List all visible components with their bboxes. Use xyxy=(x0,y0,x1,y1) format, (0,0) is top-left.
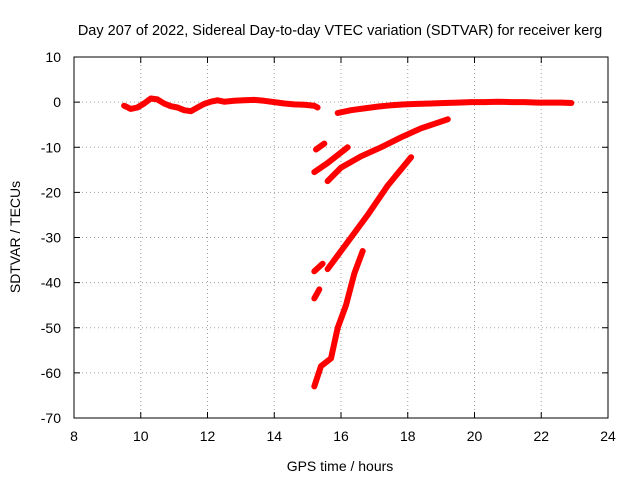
chart-title: Day 207 of 2022, Sidereal Day-to-day VTE… xyxy=(78,23,602,39)
series-late-baseline xyxy=(334,98,575,116)
y-tick-label: -40 xyxy=(41,275,61,291)
x-tick-label: 10 xyxy=(133,428,149,444)
x-tick-label: 24 xyxy=(600,428,616,444)
series-segment-b xyxy=(311,144,351,176)
x-tick-label: 12 xyxy=(200,428,216,444)
x-tick-label: 20 xyxy=(467,428,483,444)
series-segment-e xyxy=(324,154,415,273)
y-tick-label: -30 xyxy=(41,230,61,246)
x-tick-label: 22 xyxy=(533,428,549,444)
y-tick-label: -70 xyxy=(41,410,61,426)
y-tick-label: 10 xyxy=(45,49,61,65)
x-tick-label: 14 xyxy=(266,428,282,444)
series-segment-a xyxy=(313,140,328,153)
y-tick-label: -20 xyxy=(41,184,61,200)
y-tick-label: 0 xyxy=(53,94,61,110)
y-tick-label: -50 xyxy=(41,320,61,336)
tick-labels: 8 10 12 14 16 18 20 22 24 10 0 -10 -20 -30 -40 -50 -60 -7… xyxy=(41,49,616,444)
y-axis-label: SDTVAR / TECUs xyxy=(7,181,23,293)
y-tick-label: -60 xyxy=(41,365,61,381)
series-early-baseline xyxy=(121,95,321,115)
x-tick-label: 18 xyxy=(400,428,416,444)
data-series xyxy=(121,95,575,390)
series-segment-f xyxy=(311,286,323,302)
grid-lines xyxy=(74,57,608,418)
x-tick-label: 16 xyxy=(333,428,349,444)
axis-ticks xyxy=(73,56,609,419)
series-segment-c xyxy=(324,116,451,185)
x-axis-label: GPS time / hours xyxy=(287,458,394,474)
x-tick-label: 8 xyxy=(70,428,78,444)
y-tick-label: -10 xyxy=(41,139,61,155)
series-segment-g xyxy=(311,248,366,390)
series-segment-d xyxy=(311,260,326,275)
